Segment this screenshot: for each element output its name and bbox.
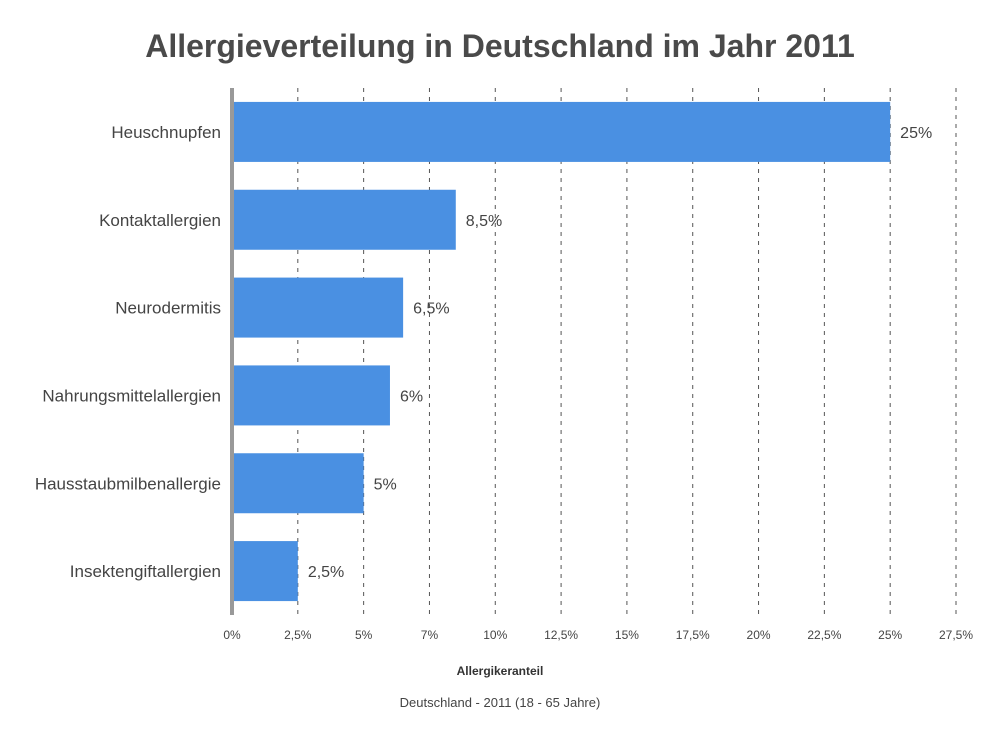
bar [232,101,891,162]
value-labels: 25% 8,5% 6,5% 6% 5% 2,5% [308,125,932,581]
category-label: Heuschnupfen [111,123,221,142]
x-tick-label: 12,5% [544,628,578,642]
category-label: Insektengiftallergien [70,562,221,581]
chart-title: Allergieverteilung in Deutschland im Jah… [145,28,855,64]
value-label: 25% [900,125,932,142]
x-axis-label: Allergikeranteil [456,664,544,678]
bar [232,541,298,602]
category-label: Nahrungsmittelallergien [42,386,221,405]
value-label: 6,5% [413,301,449,318]
value-label: 8,5% [466,213,502,230]
x-tick-label: 5% [355,628,373,642]
value-label: 2,5% [308,564,344,581]
x-tick-label: 25% [878,628,902,642]
x-tick-label: 22,5% [807,628,841,642]
bar [232,453,364,514]
value-label: 6% [400,388,423,405]
category-label: Kontaktallergien [99,211,221,230]
x-tick-label: 0% [223,628,241,642]
x-tick-label: 2,5% [284,628,312,642]
x-tick-label: 7% [421,628,439,642]
bars [232,101,891,602]
x-tick-label: 10% [483,628,507,642]
x-tick-label: 20% [747,628,771,642]
x-tick-label: 27,5% [939,628,973,642]
x-tick-label: 15% [615,628,639,642]
chart-subtitle: Deutschland - 2011 (18 - 65 Jahre) [399,695,601,710]
bar [232,277,404,338]
category-label: Hausstaubmilbenallergie [35,474,221,493]
bar [232,189,456,250]
value-label: 5% [374,476,397,493]
gridlines [297,88,957,615]
category-labels: Heuschnupfen Kontaktallergien Neurodermiti… [35,123,221,581]
category-label: Neurodermitis [115,299,221,318]
bar [232,365,390,426]
x-tick-label: 17,5% [676,628,710,642]
x-tick-labels: 0% 2,5% 5% 7% 10% 12,5% 15% 17,5% 20% 22,5% 25% 27,… [223,628,973,642]
